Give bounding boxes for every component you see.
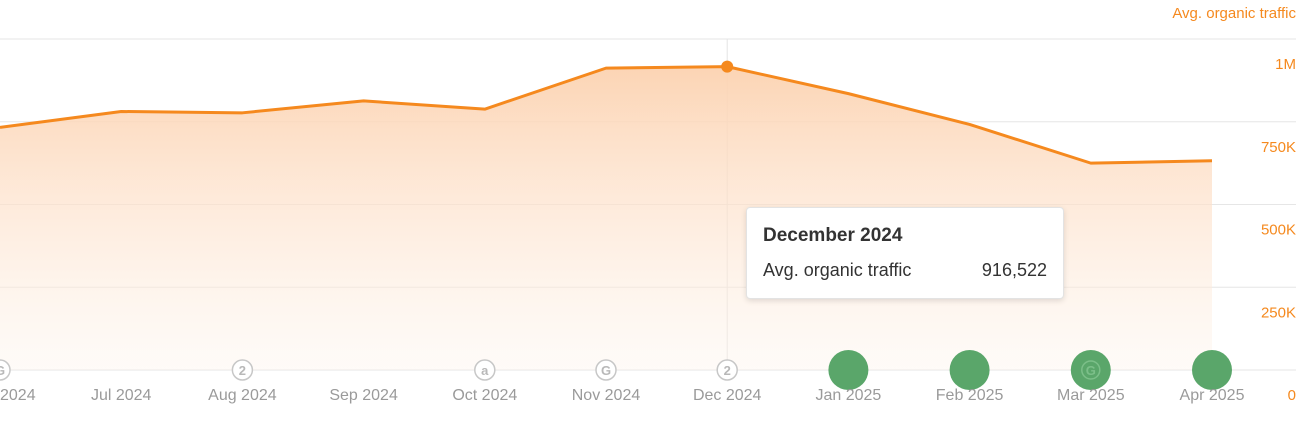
update-marker-green xyxy=(1192,350,1232,390)
x-tick-label: Oct 2024 xyxy=(452,387,517,404)
x-tick-label: Jul 2024 xyxy=(91,387,152,404)
update-marker-icon: G xyxy=(595,359,617,381)
marker-circle xyxy=(828,350,869,390)
update-marker-icon: G xyxy=(0,359,11,381)
marker-circle xyxy=(595,359,617,381)
y-tick-label: 1M xyxy=(1275,56,1296,73)
x-tick-label: Aug 2024 xyxy=(208,387,277,404)
update-marker-icon: a xyxy=(474,359,496,381)
x-tick-label: Mar 2025 xyxy=(1057,387,1125,404)
marker-glyph: G xyxy=(601,363,611,378)
x-tick-label: Feb 2025 xyxy=(936,387,1004,404)
highlight-point xyxy=(721,60,734,73)
y-tick-label: 750K xyxy=(1261,139,1296,156)
marker-circle xyxy=(949,350,990,390)
update-marker-green: G xyxy=(1070,350,1111,390)
x-tick-label: 2024 xyxy=(0,387,36,404)
marker-circle xyxy=(1070,350,1111,390)
x-tick-label: Apr 2025 xyxy=(1180,387,1245,404)
marker-glyph: 2 xyxy=(239,363,246,378)
x-tick-label: Sep 2024 xyxy=(329,387,398,404)
update-marker-green xyxy=(828,350,869,390)
tooltip-value: 916,522 xyxy=(981,260,1047,280)
x-tick-label: Nov 2024 xyxy=(572,387,641,404)
marker-glyph: G xyxy=(1086,363,1096,378)
series-line xyxy=(0,65,1213,165)
marker-glyph: G xyxy=(0,363,5,378)
y-tick-label: 500K xyxy=(1261,222,1296,239)
marker-circle xyxy=(0,359,11,381)
y-tick-label: 0 xyxy=(1288,387,1296,404)
marker-circle xyxy=(1192,350,1232,390)
update-marker-icon: 2 xyxy=(231,359,254,381)
x-tick-label: Jan 2025 xyxy=(815,387,881,404)
x-tick-label: Dec 2024 xyxy=(693,387,762,404)
marker-circle xyxy=(231,359,254,381)
y-axis-title: Avg. organic traffic xyxy=(1172,5,1296,22)
chart-tooltip: December 2024 Avg. organic traffic 916,5… xyxy=(746,207,1064,299)
tooltip-title: December 2024 xyxy=(763,225,903,246)
marker-glyph: 2 xyxy=(724,363,731,378)
update-marker-icon: 2 xyxy=(716,359,738,381)
tooltip-label: Avg. organic traffic xyxy=(763,260,912,280)
y-tick-label: 250K xyxy=(1261,304,1296,321)
marker-ring xyxy=(1081,360,1101,380)
marker-circle xyxy=(474,359,496,381)
marker-glyph: a xyxy=(481,363,489,378)
marker-circle xyxy=(716,359,738,381)
tooltip-row: Avg. organic traffic 916,522 xyxy=(763,260,1047,281)
update-marker-green xyxy=(949,350,990,390)
